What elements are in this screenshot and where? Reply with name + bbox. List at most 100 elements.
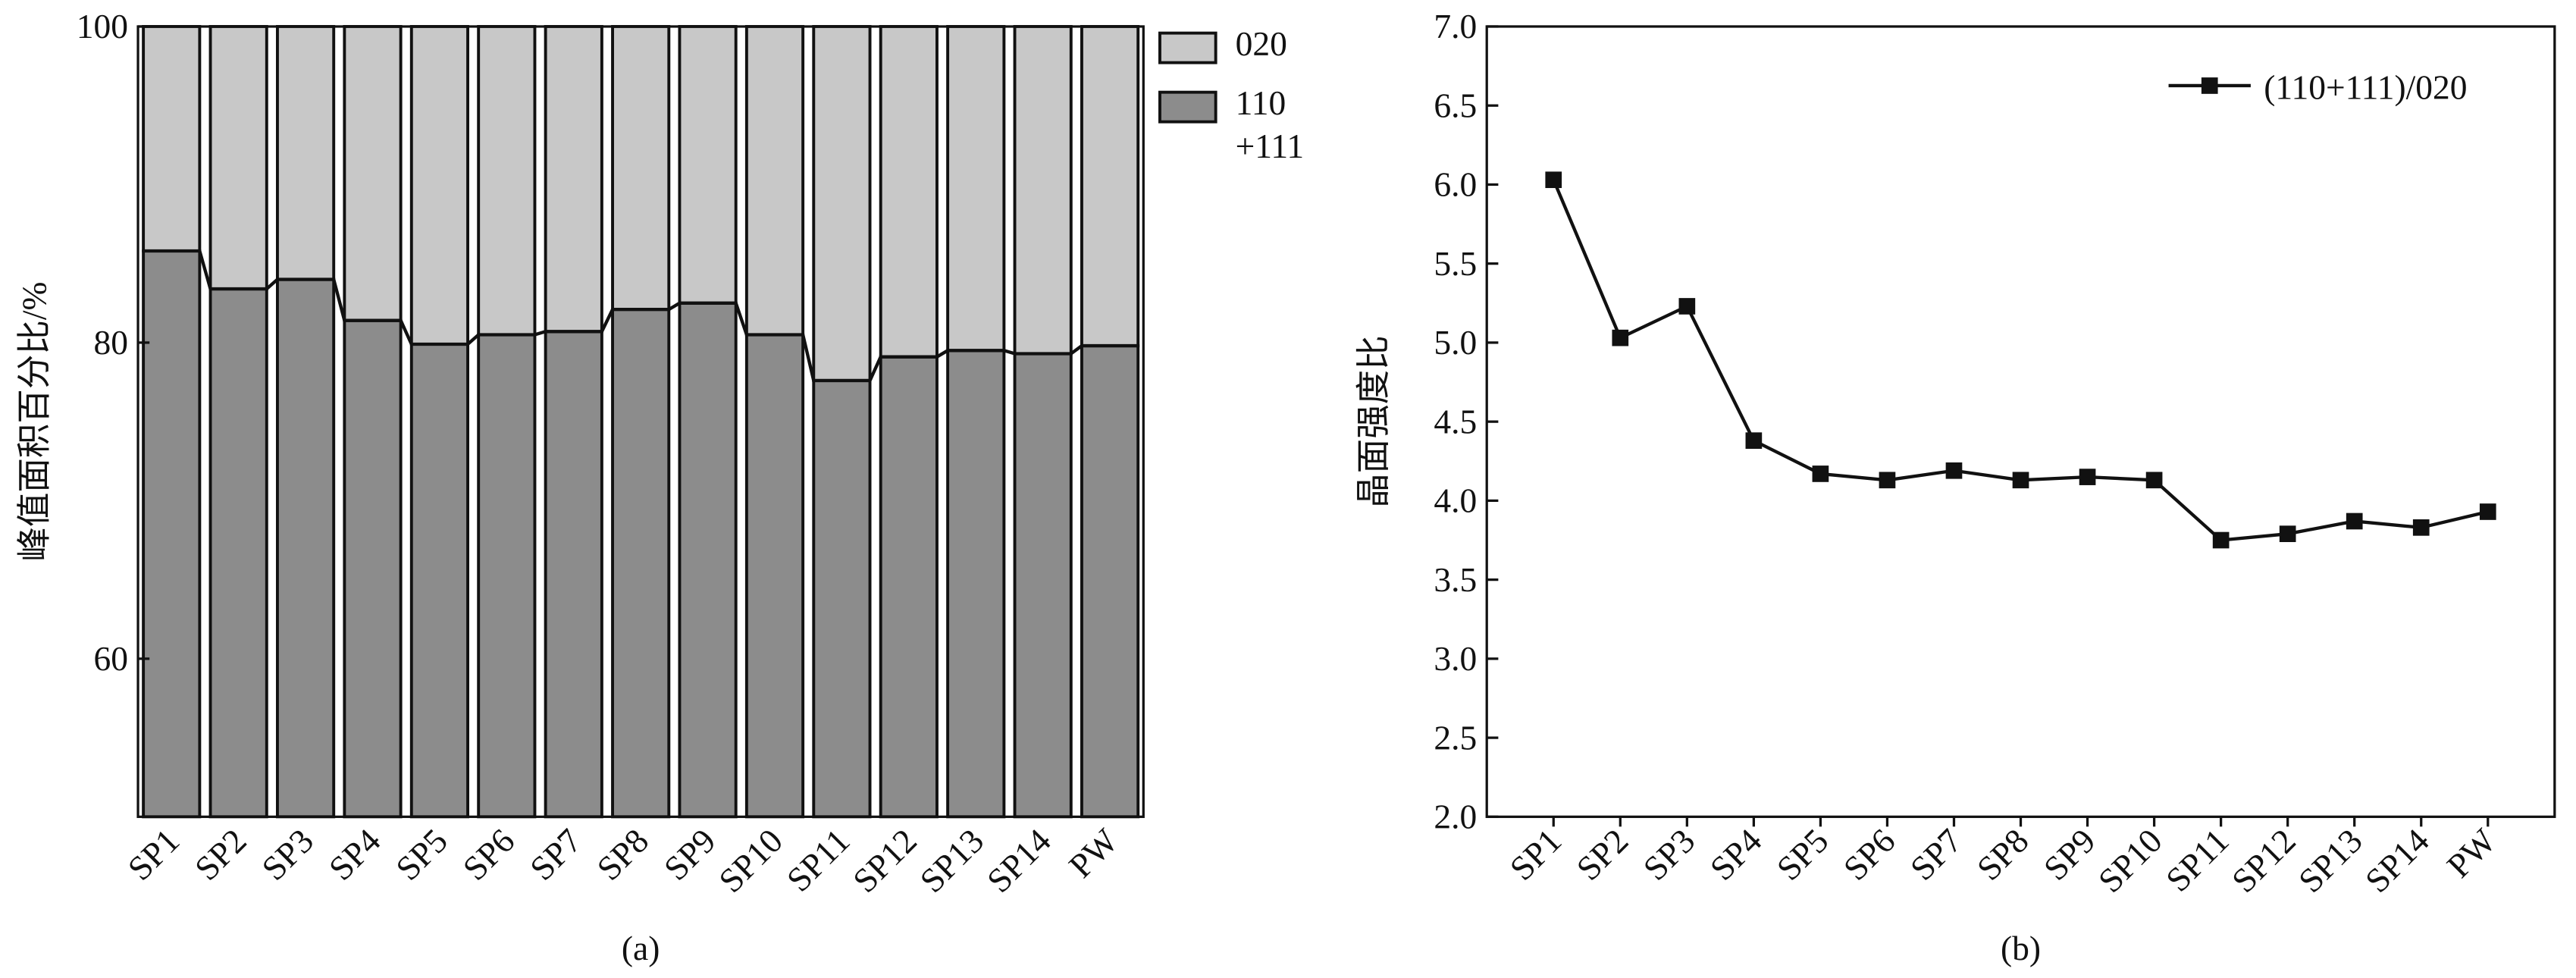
y-tick-label: 5.0 (1434, 323, 1477, 362)
y-axis-label: 晶面强度比 (1354, 335, 1393, 508)
bar-segment (142, 249, 202, 819)
y-tick-label: 4.5 (1434, 402, 1477, 440)
point-marker (1678, 298, 1696, 315)
bar-segment (409, 343, 469, 819)
point-marker (2412, 519, 2430, 536)
x-tick-label: SP7 (1903, 821, 1970, 888)
x-tick-label: SP12 (2224, 821, 2303, 900)
x-tick-label: SP10 (711, 821, 790, 900)
x-tick-label: PW (1061, 821, 1125, 885)
x-tick-label: SP9 (657, 821, 723, 888)
x-tick-label: SP2 (187, 821, 254, 888)
bar-segment (678, 301, 738, 819)
point-marker (2079, 469, 2096, 485)
bar-segment (275, 277, 336, 819)
point-marker (1612, 329, 1629, 346)
x-tick-label: SP14 (2358, 821, 2437, 900)
x-tick-label: SP7 (522, 821, 589, 888)
bar-segment (1013, 25, 1073, 356)
y-tick-label: 6.5 (1434, 86, 1477, 124)
bar-segment (879, 25, 939, 359)
bar-segment (611, 308, 671, 819)
x-tick-label: SP8 (589, 821, 656, 888)
x-tick-label: SP2 (1568, 821, 1635, 888)
y-tick-label: 2.0 (1434, 798, 1477, 836)
plot-frame (1485, 25, 2556, 818)
y-tick-label: 80 (94, 323, 129, 362)
x-tick-label: SP1 (1502, 821, 1568, 888)
point-marker (2279, 525, 2296, 543)
point-marker (1812, 465, 1829, 482)
point-marker (1945, 462, 1963, 479)
bar-segment (343, 318, 403, 819)
x-tick-label: SP5 (388, 821, 455, 888)
bar-segment (343, 25, 403, 322)
bar-segment (477, 25, 537, 337)
point-marker (1879, 472, 1896, 489)
caption: (a) (622, 929, 660, 967)
y-tick-label: 6.0 (1434, 165, 1477, 204)
bar-segment (744, 333, 805, 819)
x-tick-label: SP12 (845, 821, 924, 900)
x-tick-label: SP13 (2291, 821, 2370, 900)
bar-segment (477, 333, 537, 819)
bar-segment (409, 25, 469, 346)
x-tick-label: SP9 (2036, 821, 2103, 888)
x-tick-label: SP3 (1635, 821, 1702, 888)
x-tick-label: SP13 (912, 821, 991, 900)
bar-segment (1013, 352, 1073, 819)
legend-label: (110+111)/020 (2264, 67, 2467, 106)
bar-segment (946, 349, 1006, 819)
bar-segment (678, 25, 738, 305)
legend-marker (2201, 77, 2218, 94)
boundary-line (143, 249, 1139, 383)
bar-segment (946, 25, 1006, 353)
legend-swatch (1158, 90, 1217, 124)
bar-segment (1080, 344, 1140, 819)
x-tick-label: SP8 (1970, 821, 2036, 888)
point-marker (2479, 503, 2496, 520)
bar-segment (744, 25, 805, 337)
y-tick-label: 4.0 (1434, 481, 1477, 520)
y-tick-label: 3.0 (1434, 639, 1477, 678)
x-tick-label: SP10 (2091, 821, 2170, 900)
y-tick-label: 2.5 (1434, 718, 1477, 757)
bar-segment (812, 378, 872, 819)
bar-segment (812, 25, 872, 382)
bar-segment (544, 25, 603, 334)
bar-segment (275, 25, 336, 281)
x-tick-label: SP3 (254, 821, 321, 888)
bar-segment (879, 355, 939, 819)
legend-label: 110 +111 (1235, 83, 1305, 166)
x-tick-label: SP5 (1769, 821, 1836, 888)
point-marker (1545, 171, 1562, 189)
legend-swatch (1158, 31, 1217, 64)
y-tick-label: 60 (94, 639, 129, 678)
x-tick-label: SP11 (2158, 821, 2236, 899)
point-marker (2212, 531, 2230, 549)
bar-segment (142, 25, 202, 252)
x-tick-label: SP4 (321, 821, 388, 888)
point-marker (1745, 432, 1763, 450)
y-tick-label: 100 (77, 7, 128, 45)
x-tick-label: SP11 (779, 821, 857, 899)
x-tick-label: SP6 (1836, 821, 1903, 888)
bar-segment (544, 330, 603, 819)
bar-segment (1080, 25, 1140, 348)
x-tick-label: SP6 (455, 821, 522, 888)
y-tick-label: 5.5 (1434, 244, 1477, 283)
caption: (b) (2001, 929, 2041, 967)
legend-label: 020 (1235, 24, 1287, 64)
point-marker (2145, 472, 2163, 489)
plot-frame (136, 25, 1145, 818)
y-tick-label: 3.5 (1434, 560, 1477, 599)
x-tick-label: SP4 (1702, 821, 1769, 888)
bar-segment (208, 287, 268, 819)
x-tick-label: PW (2440, 821, 2503, 885)
point-marker (2346, 513, 2363, 530)
bar-segment (208, 25, 268, 290)
y-axis-label: 峰值面积百分比/% (15, 282, 54, 562)
x-tick-label: SP1 (120, 821, 186, 888)
